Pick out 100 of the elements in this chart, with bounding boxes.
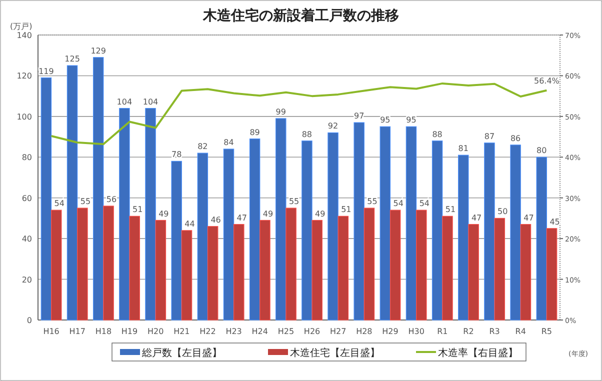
data-label: 55 xyxy=(288,197,300,206)
x-tick-label: R4 xyxy=(515,327,526,336)
bar xyxy=(66,65,78,320)
legend-label: 木造住宅【左目盛】 xyxy=(290,347,380,359)
bar xyxy=(171,160,182,320)
bar xyxy=(119,108,130,320)
x-tick-label: R2 xyxy=(463,327,474,336)
bar xyxy=(536,156,547,320)
bar xyxy=(328,132,338,320)
data-label: 95 xyxy=(406,116,416,125)
y-tick-label: 100 xyxy=(16,112,32,122)
bar xyxy=(432,140,443,320)
x-tick-label: H27 xyxy=(330,327,346,336)
data-label: 129 xyxy=(90,46,106,56)
data-label: 50 xyxy=(498,207,508,216)
x-tick-label: H30 xyxy=(408,327,424,336)
bar xyxy=(155,220,166,320)
y-tick-label: 120 xyxy=(16,72,32,81)
x-tick-label: H18 xyxy=(95,327,112,336)
data-label: 82 xyxy=(198,142,208,152)
bar xyxy=(77,208,88,320)
data-label: 54 xyxy=(393,199,404,208)
bar xyxy=(468,224,479,320)
data-label: 81 xyxy=(458,144,468,154)
data-label: 47 xyxy=(236,213,247,222)
y-tick-label: 140 xyxy=(16,31,32,40)
legend-label: 総戸数【左目盛】 xyxy=(141,347,222,359)
bar xyxy=(510,144,521,320)
bar xyxy=(354,122,364,320)
bar xyxy=(129,216,140,320)
bar xyxy=(364,208,375,320)
data-label: 78 xyxy=(171,150,182,160)
data-label: 84 xyxy=(224,138,234,147)
bar xyxy=(103,206,114,320)
y-axis-title: (万戸) xyxy=(10,22,32,31)
data-label: 89 xyxy=(250,128,260,137)
data-label: 80 xyxy=(536,146,547,156)
bar xyxy=(302,140,312,320)
x-tick-label: H29 xyxy=(382,327,398,336)
bar xyxy=(92,57,104,320)
x-tick-label: R1 xyxy=(437,327,448,336)
bar xyxy=(286,208,296,320)
x-tick-label: H19 xyxy=(121,327,138,336)
data-label: 92 xyxy=(328,122,338,131)
x-tick-label: H21 xyxy=(174,327,190,336)
bar xyxy=(249,138,260,320)
data-label: 55 xyxy=(80,197,91,206)
data-label: 125 xyxy=(64,54,80,64)
data-label: 119 xyxy=(38,66,54,76)
bar xyxy=(390,210,401,320)
data-label: 54 xyxy=(419,199,430,208)
x-tick-label: H20 xyxy=(147,327,164,336)
data-label: 49 xyxy=(315,209,326,218)
bar xyxy=(260,220,270,320)
y-tick-label: 40 xyxy=(22,234,32,244)
bar xyxy=(494,218,506,320)
bar xyxy=(197,152,208,320)
y-tick-label: 60 xyxy=(22,194,32,203)
data-label: 88 xyxy=(432,130,442,139)
data-label: 104 xyxy=(116,97,132,106)
x-tick-label: H25 xyxy=(278,327,294,336)
data-label: 47 xyxy=(471,213,482,222)
bar xyxy=(520,224,532,320)
bar xyxy=(40,77,52,320)
data-label: 88 xyxy=(302,130,312,139)
bar xyxy=(145,108,156,320)
x-tick-label: H26 xyxy=(304,327,320,336)
data-label: 45 xyxy=(550,217,560,226)
x-tick-label: H22 xyxy=(200,327,216,336)
bar xyxy=(275,118,286,320)
bar xyxy=(380,126,391,320)
x-tick-label: R5 xyxy=(541,327,552,336)
bar xyxy=(406,126,417,320)
x-tick-label: H24 xyxy=(252,327,268,336)
x-tick-label: R3 xyxy=(489,327,500,336)
bar xyxy=(546,228,558,320)
bar xyxy=(458,154,469,320)
chart-title: 木造住宅の新設着工戸数の推移 xyxy=(202,7,399,24)
data-label: 56.4% xyxy=(534,76,560,86)
data-label: 46 xyxy=(210,215,221,224)
bar xyxy=(338,216,349,320)
y-tick-label: 20 xyxy=(22,275,32,284)
data-label: 99 xyxy=(276,107,286,116)
data-label: 104 xyxy=(142,97,158,106)
bar xyxy=(234,224,244,320)
bar xyxy=(442,216,453,320)
data-label: 55 xyxy=(367,197,378,206)
data-label: 44 xyxy=(184,219,195,228)
bar xyxy=(416,210,427,320)
data-label: 87 xyxy=(484,132,495,141)
data-label: 86 xyxy=(510,134,521,143)
data-label: 51 xyxy=(445,205,456,214)
data-label: 51 xyxy=(341,205,352,214)
bar xyxy=(484,142,495,320)
data-label: 95 xyxy=(380,116,390,125)
data-label: 54 xyxy=(54,199,64,208)
data-label: 49 xyxy=(158,209,169,218)
legend-label: 木造率【右目盛】 xyxy=(438,347,518,359)
x-tick-label: H17 xyxy=(69,327,86,336)
data-label: 49 xyxy=(262,209,274,218)
